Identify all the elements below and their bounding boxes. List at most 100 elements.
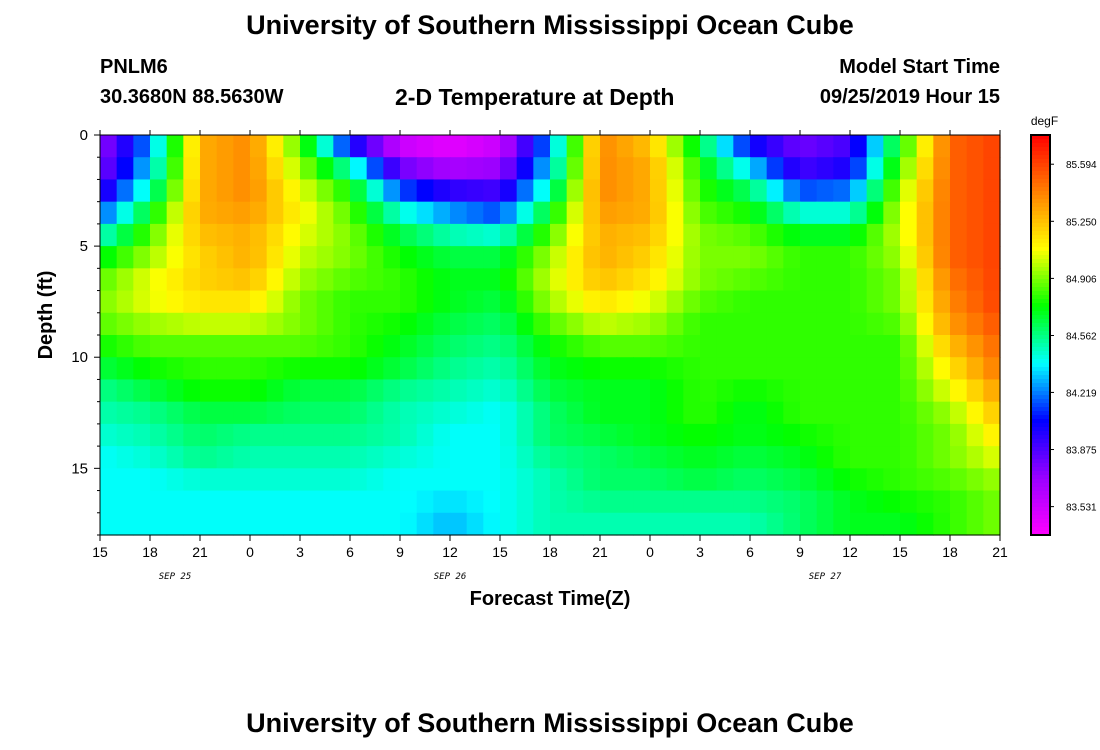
heatmap-cell — [350, 312, 368, 336]
colorbar-swatch — [1031, 403, 1050, 408]
heatmap-cell — [583, 512, 601, 536]
heatmap-cell — [383, 401, 401, 425]
heatmap-cell — [700, 512, 718, 536]
heatmap-cell — [166, 246, 184, 269]
colorbar-swatch — [1031, 171, 1050, 176]
heatmap-cell — [633, 401, 651, 425]
colorbar-tick-label: 85.594 — [1066, 160, 1097, 171]
colorbar-swatch — [1031, 531, 1050, 536]
heatmap-cell — [616, 246, 634, 269]
heatmap-cell — [100, 201, 118, 225]
heatmap-cell — [416, 401, 434, 425]
heatmap-cell — [200, 512, 218, 536]
heatmap-cell — [300, 335, 318, 358]
y-tick-label: 10 — [71, 349, 88, 366]
heatmap-cell — [800, 379, 818, 403]
heatmap-cell — [183, 268, 201, 292]
heatmap-cell — [433, 179, 451, 203]
heatmap-cell — [533, 246, 551, 269]
heatmap-cell — [900, 246, 918, 269]
heatmap-cell — [333, 223, 351, 247]
heatmap-cell — [516, 135, 534, 158]
heatmap-cell — [500, 423, 518, 447]
heatmap-cell — [100, 490, 118, 514]
heatmap-cell — [316, 357, 334, 381]
heatmap-cell — [766, 379, 784, 403]
heatmap-cell — [116, 290, 134, 314]
heatmap-cell — [333, 312, 351, 336]
heatmap-cell — [950, 157, 968, 181]
heatmap-cell — [266, 201, 284, 225]
heatmap-cell — [150, 312, 168, 336]
heatmap-cell — [400, 201, 418, 225]
heatmap-cell — [466, 157, 484, 181]
heatmap-cell — [400, 290, 418, 314]
heatmap-cell — [400, 268, 418, 292]
heatmap-cell — [750, 490, 768, 514]
heatmap-cell — [766, 446, 784, 469]
heatmap-cell — [650, 157, 668, 181]
heatmap-cell — [966, 468, 984, 492]
colorbar-swatch — [1031, 439, 1050, 444]
heatmap-cell — [983, 246, 1001, 269]
heatmap-cell — [316, 423, 334, 447]
heatmap-cell — [550, 446, 568, 469]
colorbar-swatch — [1031, 215, 1050, 220]
heatmap-cell — [833, 223, 851, 247]
heatmap-cell — [166, 401, 184, 425]
heatmap-cell — [100, 179, 118, 203]
heatmap-cell — [750, 290, 768, 314]
heatmap-cell — [566, 312, 584, 336]
heatmap-cell — [466, 201, 484, 225]
heatmap-cell — [766, 268, 784, 292]
date-label: SEP 25 — [159, 572, 192, 582]
heatmap-cell — [333, 512, 351, 536]
heatmap-cell — [283, 290, 301, 314]
heatmap-cell — [450, 379, 468, 403]
heatmap-cell — [183, 446, 201, 469]
heatmap-cell — [516, 446, 534, 469]
heatmap-cell — [150, 446, 168, 469]
heatmap-cell — [366, 446, 384, 469]
heatmap-cell — [566, 357, 584, 381]
heatmap-cell — [916, 157, 934, 181]
heatmap-cell — [283, 268, 301, 292]
heatmap-cell — [666, 246, 684, 269]
heatmap-cell — [333, 379, 351, 403]
heatmap-cell — [933, 179, 951, 203]
heatmap-cell — [866, 512, 884, 536]
heatmap-cell — [416, 223, 434, 247]
colorbar-swatch — [1031, 263, 1050, 268]
heatmap-cell — [166, 201, 184, 225]
model-start-value: 09/25/2019 Hour 15 — [819, 86, 1000, 108]
heatmap-cell — [550, 512, 568, 536]
heatmap-cell — [233, 468, 251, 492]
heatmap-cell — [466, 423, 484, 447]
heatmap-cell — [550, 135, 568, 158]
heatmap-cell — [850, 401, 868, 425]
x-tick-label: 15 — [892, 544, 908, 560]
heatmap-cell — [266, 157, 284, 181]
heatmap-cell — [933, 401, 951, 425]
heatmap-cell — [433, 290, 451, 314]
heatmap-cell — [600, 246, 618, 269]
heatmap-cell — [633, 223, 651, 247]
heatmap-cell — [116, 446, 134, 469]
heatmap-cell — [166, 512, 184, 536]
heatmap-cell — [966, 201, 984, 225]
colorbar-swatch — [1031, 371, 1050, 376]
colorbar-swatch — [1031, 423, 1050, 428]
heatmap-cell — [483, 379, 501, 403]
heatmap-cell — [950, 357, 968, 381]
heatmap-cell — [300, 468, 318, 492]
heatmap-cell — [100, 268, 118, 292]
heatmap-cell — [483, 246, 501, 269]
colorbar-swatch — [1031, 159, 1050, 164]
heatmap-cell — [833, 246, 851, 269]
heatmap-cell — [366, 423, 384, 447]
heatmap-cell — [900, 312, 918, 336]
heatmap-cell — [250, 490, 268, 514]
heatmap-cell — [266, 490, 284, 514]
heatmap-cell — [766, 179, 784, 203]
x-tick-label: 12 — [442, 544, 458, 560]
